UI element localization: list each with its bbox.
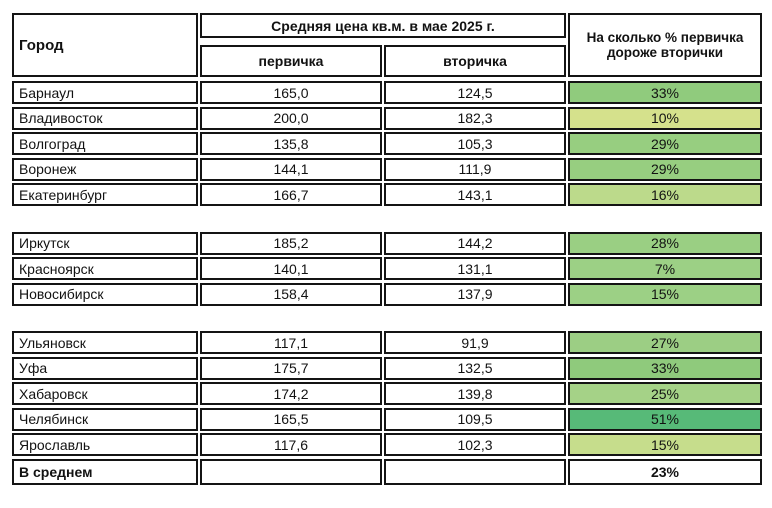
table-row: Барнаул 165,0 124,5 33% [12,81,762,104]
header-primary: первичка [200,45,382,77]
table-row: Уфа 175,7 132,5 33% [12,356,762,380]
secondary-price-cell: 182,3 [384,106,566,130]
secondary-price-cell: 109,5 [384,407,566,431]
price-table: Город Средняя цена кв.м. в мае 2025 г. п… [12,13,762,485]
table-group: Иркутск 185,2 144,2 28% Красноярск 140,1 131,1… [12,231,762,306]
city-cell: Ульяновск [12,331,198,354]
primary-price-cell: 166,7 [200,183,382,206]
table-row: Хабаровск 174,2 139,8 25% [12,382,762,405]
pct-diff-cell: 7% [568,257,762,280]
pct-diff-cell: 10% [568,106,762,130]
pct-diff-cell: 29% [568,132,762,155]
city-cell: Уфа [12,356,198,380]
city-cell: Волгоград [12,132,198,155]
secondary-price-cell: 124,5 [384,81,566,104]
header-price-columns: Средняя цена кв.м. в мае 2025 г. первичк… [200,13,566,77]
header-price-subrow: первичка вторичка [200,45,566,77]
secondary-price-cell: 144,2 [384,231,566,255]
primary-price-cell: 165,5 [200,407,382,431]
city-cell: Барнаул [12,81,198,104]
secondary-price-cell: 105,3 [384,132,566,155]
city-cell: Красноярск [12,257,198,280]
secondary-price-cell: 139,8 [384,382,566,405]
primary-price-cell: 144,1 [200,157,382,181]
primary-price-cell: 140,1 [200,257,382,280]
table-row: Иркутск 185,2 144,2 28% [12,231,762,255]
pct-diff-cell: 25% [568,382,762,405]
primary-price-cell: 185,2 [200,231,382,255]
header-city: Город [12,13,198,77]
table-row: Екатеринбург 166,7 143,1 16% [12,183,762,206]
header-price-group: Средняя цена кв.м. в мае 2025 г. [200,13,566,38]
primary-price-cell: 200,0 [200,106,382,130]
pct-diff-cell: 29% [568,157,762,181]
primary-price-cell: 117,6 [200,433,382,456]
secondary-price-cell: 137,9 [384,282,566,306]
table-row: Красноярск 140,1 131,1 7% [12,257,762,280]
secondary-price-cell: 132,5 [384,356,566,380]
primary-price-cell: 174,2 [200,382,382,405]
pct-diff-cell: 27% [568,331,762,354]
table-row: Владивосток 200,0 182,3 10% [12,106,762,130]
table-row: Воронеж 144,1 111,9 29% [12,157,762,181]
table-header: Город Средняя цена кв.м. в мае 2025 г. п… [12,13,762,77]
table-group: Ульяновск 117,1 91,9 27% Уфа 175,7 132,5 33% Хаб… [12,331,762,456]
city-cell: Хабаровск [12,382,198,405]
pct-diff-cell: 33% [568,81,762,104]
footer-pct-cell: 23% [568,458,762,485]
pct-diff-cell: 33% [568,356,762,380]
footer-primary-cell [200,458,382,485]
primary-price-cell: 135,8 [200,132,382,155]
pct-diff-cell: 16% [568,183,762,206]
city-cell: Воронеж [12,157,198,181]
footer-label-cell: В среднем [12,458,198,485]
secondary-price-cell: 131,1 [384,257,566,280]
city-cell: Иркутск [12,231,198,255]
table-group: Барнаул 165,0 124,5 33% Владивосток 200,0 182,… [12,81,762,206]
secondary-price-cell: 143,1 [384,183,566,206]
header-secondary: вторичка [384,45,566,77]
city-cell: Екатеринбург [12,183,198,206]
table-row: Ульяновск 117,1 91,9 27% [12,331,762,354]
table-body: Барнаул 165,0 124,5 33% Владивосток 200,0 182,… [12,81,762,456]
footer-secondary-cell [384,458,566,485]
city-cell: Челябинск [12,407,198,431]
pct-diff-cell: 51% [568,407,762,431]
pct-diff-cell: 15% [568,282,762,306]
secondary-price-cell: 111,9 [384,157,566,181]
primary-price-cell: 158,4 [200,282,382,306]
table-row: Ярославль 117,6 102,3 15% [12,433,762,456]
city-cell: Новосибирск [12,282,198,306]
pct-diff-cell: 28% [568,231,762,255]
table-row: Волгоград 135,8 105,3 29% [12,132,762,155]
city-cell: Владивосток [12,106,198,130]
primary-price-cell: 165,0 [200,81,382,104]
table-footer-row: В среднем 23% [12,458,762,485]
primary-price-cell: 175,7 [200,356,382,380]
header-pct-diff: На сколько % первичка дороже вторички [568,13,762,77]
table-row: Челябинск 165,5 109,5 51% [12,407,762,431]
primary-price-cell: 117,1 [200,331,382,354]
secondary-price-cell: 91,9 [384,331,566,354]
city-cell: Ярославль [12,433,198,456]
pct-diff-cell: 15% [568,433,762,456]
table-row: Новосибирск 158,4 137,9 15% [12,282,762,306]
secondary-price-cell: 102,3 [384,433,566,456]
